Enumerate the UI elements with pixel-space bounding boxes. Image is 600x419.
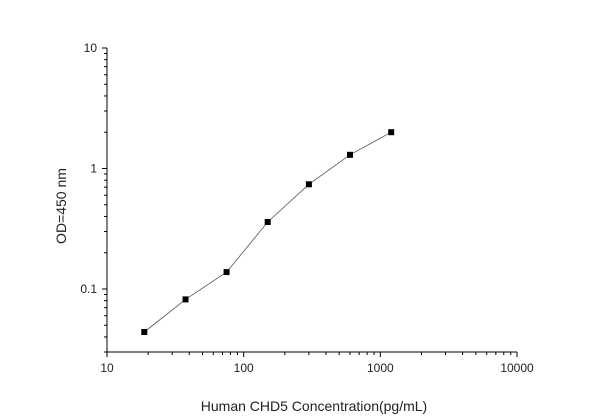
- data-point-marker: [223, 269, 230, 276]
- x-tick-label: 10000: [500, 361, 534, 375]
- x-tick-label: 100: [234, 361, 254, 375]
- data-point-marker: [388, 129, 395, 136]
- y-axis-title: OD=450 nm: [53, 168, 69, 244]
- data-point-marker: [305, 181, 312, 188]
- x-tick-label: 1000: [367, 361, 394, 375]
- x-axis: 10 100 1000 10000: [100, 351, 534, 375]
- x-tick-label: 10: [100, 361, 114, 375]
- y-tick-label: 10: [84, 41, 98, 55]
- y-tick-label: 1: [90, 161, 97, 175]
- data-point-marker: [264, 219, 271, 225]
- series-layer: [141, 129, 395, 335]
- data-point-marker: [141, 329, 148, 335]
- data-point-marker: [182, 296, 189, 303]
- y-axis: 0.1 1 10: [80, 41, 108, 353]
- data-point-marker: [347, 151, 353, 158]
- series-line: [144, 131, 392, 333]
- x-axis-title: Human CHD5 Concentration(pg/mL): [201, 398, 427, 414]
- y-tick-label: 0.1: [80, 282, 97, 296]
